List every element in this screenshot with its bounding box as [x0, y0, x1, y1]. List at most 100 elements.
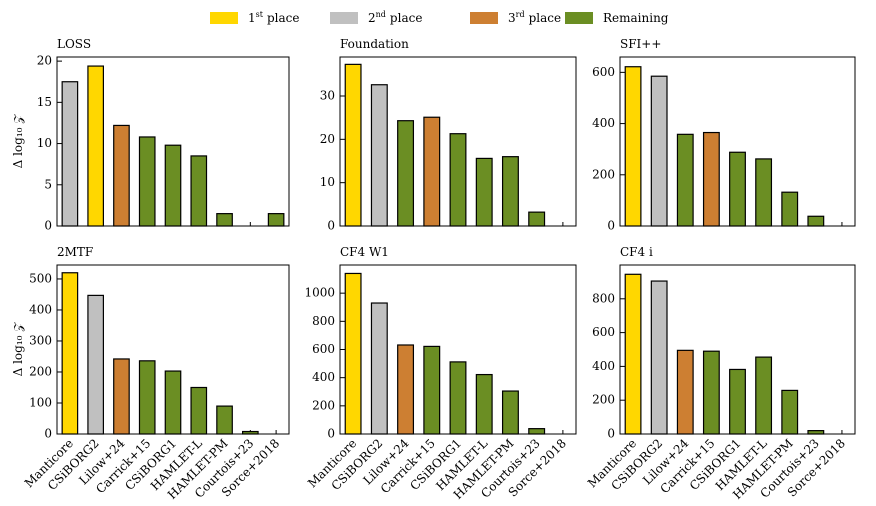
bar — [475, 373, 493, 435]
y-tick-label: 600 — [592, 325, 615, 339]
y-tick-label: 0 — [327, 427, 335, 441]
y-tick-label: 0 — [607, 427, 615, 441]
bar — [344, 272, 362, 435]
bar — [370, 84, 388, 227]
bar — [650, 280, 668, 435]
legend-label: 1st place — [248, 10, 299, 25]
bar — [61, 272, 79, 435]
bar — [397, 344, 415, 435]
bar — [624, 273, 642, 435]
bar — [164, 370, 182, 435]
bar — [113, 358, 130, 435]
bar — [676, 133, 694, 227]
bar — [449, 133, 467, 227]
y-tick-label: 20 — [37, 54, 52, 68]
legend-swatch — [330, 12, 358, 24]
legend-label: 2nd place — [368, 10, 422, 25]
bar — [216, 405, 233, 435]
bar — [61, 81, 79, 227]
bar — [702, 131, 720, 227]
y-tick-label: 0 — [607, 219, 615, 233]
bar — [501, 390, 519, 435]
axes-frame — [619, 56, 856, 227]
bar — [190, 155, 208, 227]
bar — [729, 151, 746, 227]
y-tick-label: 5 — [44, 177, 52, 191]
y-tick-label: 400 — [312, 370, 335, 384]
axes-frame — [619, 264, 856, 435]
y-axis-label: Δ log₁₀ 𝒵 — [11, 322, 25, 377]
panel-title: 2MTF — [57, 245, 93, 259]
y-axis-label: Δ log₁₀ 𝒵 — [11, 114, 25, 169]
axes-frame — [339, 264, 577, 435]
y-tick-label: 800 — [312, 314, 335, 328]
y-tick-label: 10 — [37, 136, 52, 150]
y-tick-label: 15 — [37, 95, 52, 109]
bar — [781, 389, 799, 435]
legend-swatch — [565, 12, 593, 24]
y-tick-label: 300 — [29, 333, 52, 347]
panel-title: CF4 W1 — [340, 245, 389, 259]
panel-title: Foundation — [340, 37, 409, 51]
bar — [87, 294, 105, 435]
bar — [370, 302, 388, 435]
y-tick-label: 0 — [44, 427, 52, 441]
y-tick-label: 800 — [592, 291, 615, 305]
y-tick-label: 0 — [44, 219, 52, 233]
bar — [449, 361, 467, 435]
legend-label: 3rd place — [508, 10, 561, 25]
bar — [781, 191, 799, 227]
bar — [528, 211, 546, 227]
bar — [807, 215, 825, 227]
y-tick-label: 500 — [29, 271, 52, 285]
y-tick-label: 20 — [320, 132, 335, 146]
y-tick-label: 30 — [320, 89, 335, 103]
legend-swatch — [470, 12, 498, 24]
y-tick-label: 100 — [29, 395, 52, 409]
bar — [650, 75, 668, 227]
y-tick-label: 600 — [592, 65, 615, 79]
bar — [267, 213, 285, 227]
bar — [807, 430, 825, 435]
y-tick-label: 400 — [29, 302, 52, 316]
bar — [624, 66, 642, 227]
y-tick-label: 400 — [592, 359, 615, 373]
y-tick-label: 400 — [592, 116, 615, 130]
bar — [87, 65, 105, 227]
bar — [528, 428, 546, 435]
bar — [702, 350, 720, 435]
bar — [423, 345, 441, 435]
y-tick-label: 200 — [312, 398, 335, 412]
panel-title: LOSS — [57, 37, 91, 51]
axes-frame — [56, 56, 290, 227]
y-tick-label: 200 — [592, 393, 615, 407]
y-tick-label: 10 — [320, 175, 335, 189]
bar — [113, 124, 130, 227]
y-tick-label: 200 — [592, 167, 615, 181]
bar — [755, 356, 773, 435]
axes-frame — [339, 56, 577, 227]
bar — [676, 349, 694, 435]
y-tick-label: 200 — [29, 364, 52, 378]
bar — [501, 156, 519, 227]
bar — [729, 368, 746, 435]
bar — [138, 136, 156, 227]
panel-title: CF4 i — [620, 245, 653, 259]
bar — [475, 157, 493, 227]
panel-title: SFI++ — [620, 37, 661, 51]
y-tick-label: 1000 — [304, 286, 335, 300]
bar — [138, 360, 156, 435]
bar — [344, 63, 362, 227]
bar — [397, 120, 415, 227]
axes-frame — [56, 264, 290, 435]
bar — [423, 116, 441, 227]
bar — [755, 158, 773, 227]
bar — [190, 386, 208, 435]
legend-swatch — [210, 12, 238, 24]
bar — [164, 144, 182, 227]
y-tick-label: 0 — [327, 219, 335, 233]
legend-label: Remaining — [603, 11, 669, 25]
bar — [216, 213, 233, 227]
y-tick-label: 600 — [312, 342, 335, 356]
